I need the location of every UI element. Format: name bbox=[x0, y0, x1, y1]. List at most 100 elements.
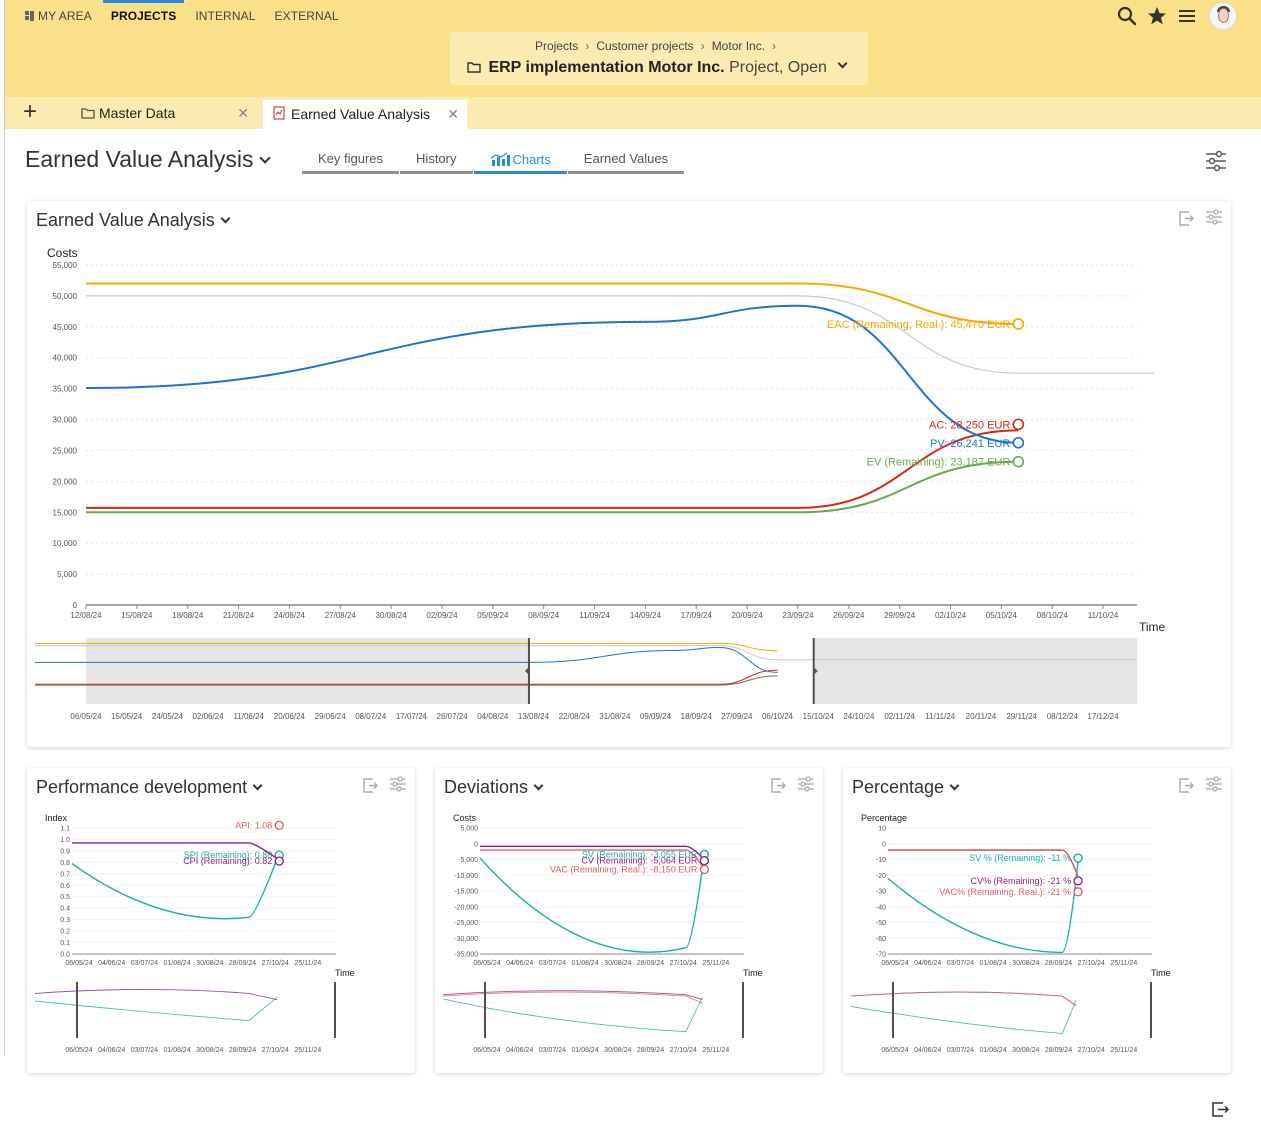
navigator-x-tick-label: 04/06/24 bbox=[98, 1047, 125, 1054]
navigator-x-tick-label: 06/10/24 bbox=[762, 712, 794, 721]
export-icon[interactable] bbox=[361, 776, 379, 799]
header-actions bbox=[1107, 2, 1237, 30]
series-end-marker bbox=[699, 864, 710, 875]
percentage-line-chart[interactable]: Percentage100-10-20-30-40-50-60-7006/05/… bbox=[843, 768, 1231, 1073]
add-tab-button[interactable]: + bbox=[23, 98, 38, 125]
y-axis-title: Percentage bbox=[861, 813, 907, 823]
settings-sliders-icon[interactable] bbox=[1205, 209, 1223, 232]
nav-internal[interactable]: INTERNAL bbox=[195, 0, 255, 30]
settings-sliders-icon[interactable] bbox=[1205, 776, 1223, 799]
y-tick-label: 5,000 bbox=[57, 570, 78, 579]
star-icon[interactable] bbox=[1147, 4, 1167, 28]
card-title-text: Percentage bbox=[852, 777, 945, 797]
close-icon[interactable]: ✕ bbox=[237, 105, 249, 121]
series-line bbox=[480, 849, 705, 870]
tab-history[interactable]: History bbox=[400, 150, 473, 174]
close-icon[interactable]: ✕ bbox=[447, 106, 459, 122]
x-tick-label: 23/09/24 bbox=[782, 611, 814, 620]
breadcrumb-projects[interactable]: Projects bbox=[534, 39, 579, 53]
navigator-x-tick-label: 27/10/24 bbox=[262, 1047, 289, 1054]
y-tick-label: 55,000 bbox=[53, 261, 78, 270]
card-deviations: Deviations Costs 5,000 0 -5,000 -10,000 -15,0… bbox=[435, 768, 823, 1073]
y-tick-label: -15,000 bbox=[454, 889, 478, 896]
project-status: Project, Open bbox=[729, 59, 827, 76]
navigator-x-tick-label: 29/11/24 bbox=[1006, 712, 1037, 721]
card-title[interactable]: Earned Value Analysis bbox=[36, 210, 231, 231]
deviations-line-chart[interactable]: Costs 5,000 0 -5,000 -10,000 -15,000 -20,000 -2… bbox=[435, 768, 823, 1073]
y-tick-label: -30 bbox=[876, 889, 886, 896]
series-line bbox=[71, 852, 280, 920]
y-tick-label: -20,000 bbox=[454, 904, 478, 911]
navigator-series-line bbox=[442, 990, 703, 1001]
navigator-series-line bbox=[34, 996, 278, 1022]
menu-icon[interactable] bbox=[1177, 4, 1197, 28]
navigator-x-tick-label: 25/11/24 bbox=[1111, 1047, 1138, 1054]
project-selector[interactable]: ERP implementation Motor Inc. Project, O… bbox=[467, 58, 848, 77]
settings-sliders-icon[interactable] bbox=[389, 776, 407, 799]
nav-projects-label: PROJECTS bbox=[110, 9, 177, 23]
y-tick-label: 40,000 bbox=[53, 354, 78, 363]
breadcrumb-customer-projects[interactable]: Customer projects bbox=[596, 39, 694, 53]
navigator-x-tick-label: 28/09/24 bbox=[1045, 1047, 1072, 1054]
navigator-handle-grip bbox=[814, 668, 818, 674]
navigator-x-tick-label: 29/06/24 bbox=[315, 712, 347, 721]
avatar[interactable] bbox=[1209, 2, 1237, 30]
tab-earned-values[interactable]: Earned Values bbox=[567, 150, 685, 174]
y-tick-label: 10,000 bbox=[53, 539, 78, 548]
y-tick-label: 0.9 bbox=[60, 848, 70, 855]
navigator-x-tick-label: 08/07/24 bbox=[355, 712, 387, 721]
card-title[interactable]: Percentage bbox=[852, 777, 960, 798]
navigator-x-tick-label: 31/08/24 bbox=[599, 712, 631, 721]
tab-master-data[interactable]: Master Data ✕ bbox=[71, 99, 257, 129]
card-title-text: Deviations bbox=[444, 777, 529, 797]
navigator-x-tick-label: 30/08/24 bbox=[604, 1047, 631, 1054]
tab-charts[interactable]: Charts bbox=[473, 150, 567, 174]
export-icon[interactable] bbox=[1177, 209, 1195, 232]
export-icon[interactable] bbox=[769, 776, 787, 799]
pv-label: PV: 26,241 EUR bbox=[930, 438, 1010, 450]
x-tick-label: 27/10/24 bbox=[1078, 960, 1105, 967]
nav-projects[interactable]: PROJECTS bbox=[102, 0, 185, 30]
y-tick-label: 35,000 bbox=[53, 385, 78, 394]
breadcrumb: Projects › Customer projects › Motor Inc. › bbox=[534, 39, 777, 53]
breadcrumb-motor-inc[interactable]: Motor Inc. bbox=[711, 39, 766, 53]
x-tick-label: 06/05/24 bbox=[881, 960, 908, 967]
nav-external[interactable]: EXTERNAL bbox=[274, 0, 338, 30]
x-tick-label: 18/08/24 bbox=[172, 611, 204, 620]
x-tick-label: 06/05/24 bbox=[65, 960, 92, 967]
series-end-marker bbox=[1012, 455, 1025, 468]
x-tick-label: 03/07/24 bbox=[539, 960, 566, 967]
ac-label: AC: 28,250 EUR bbox=[929, 419, 1010, 431]
nav-my-area[interactable]: MY AREA bbox=[25, 0, 92, 30]
search-icon[interactable] bbox=[1117, 4, 1137, 28]
performance-line-chart[interactable]: Index 1.1 1.0 0.9 0.8 0.7 0.6 0.5 0.4 0.3 0.2 0.1 0.… bbox=[27, 768, 415, 1073]
card-title[interactable]: Performance development bbox=[36, 777, 263, 798]
export-icon[interactable] bbox=[1210, 1100, 1230, 1123]
tab-earned-value-analysis[interactable]: Earned Value Analysis ✕ bbox=[263, 99, 467, 129]
series-end-marker bbox=[1073, 887, 1083, 897]
nav-internal-label: INTERNAL bbox=[195, 9, 256, 23]
settings-sliders-icon[interactable] bbox=[1204, 150, 1228, 177]
x-axis-title: Time bbox=[1151, 968, 1171, 978]
y-tick-label: 0.4 bbox=[60, 906, 70, 913]
series-line bbox=[479, 853, 706, 953]
app-header: MY AREA PROJECTS INTERNAL EXTERNAL Proje… bbox=[5, 0, 1261, 97]
navigator-x-tick-label: 01/08/24 bbox=[979, 1047, 1006, 1054]
y-tick-label: 0 bbox=[474, 841, 478, 848]
navigator-mask-left bbox=[86, 638, 529, 704]
x-tick-label: 08/09/24 bbox=[528, 611, 560, 620]
tab-key-figures[interactable]: Key figures bbox=[302, 150, 400, 174]
y-tick-label: -30,000 bbox=[454, 936, 478, 943]
y-tick-label: -10 bbox=[876, 857, 886, 864]
export-icon[interactable] bbox=[1177, 776, 1195, 799]
project-name: ERP implementation Motor Inc. bbox=[488, 59, 725, 76]
settings-sliders-icon[interactable] bbox=[797, 776, 815, 799]
y-tick-label: -5,000 bbox=[458, 857, 478, 864]
y-tick-label: 0 bbox=[882, 841, 886, 848]
x-axis-title: Time bbox=[743, 968, 763, 978]
tab-history-label: History bbox=[416, 151, 457, 166]
card-title[interactable]: Deviations bbox=[444, 777, 544, 798]
page-title[interactable]: Earned Value Analysis bbox=[25, 146, 272, 173]
navigator-x-tick-label: 04/06/24 bbox=[506, 1047, 533, 1054]
